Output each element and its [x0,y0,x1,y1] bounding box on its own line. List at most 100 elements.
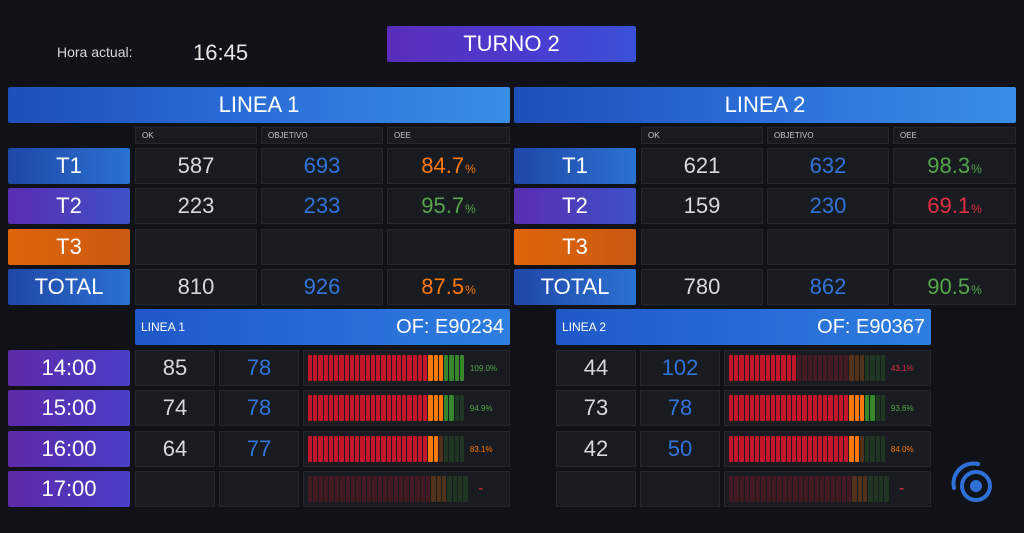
gauge-segment [760,355,765,381]
gauge-segment [370,436,376,462]
linea1-row-total-label: TOTAL [8,269,130,305]
gauge-segment [870,436,875,462]
gauge-segment [452,476,458,502]
gauge-segment [787,476,793,502]
gauge-segment [750,476,755,502]
gauge-segment [386,436,391,462]
hour-label: 17:00 [8,471,130,507]
gauge-segment [344,436,349,462]
gauge-segment [838,395,844,421]
oee-value: 90.5 [927,274,971,299]
linea1-row-t3-label: T3 [8,229,130,265]
gauge-segment [361,476,366,502]
gauge-segment [339,395,344,421]
gauge-segment [436,476,441,502]
hora-actual-label: Hora actual: [57,44,133,60]
gauge-segment [454,395,459,421]
gauge-segment [407,355,412,381]
gauge-segment [833,395,838,421]
oee-value: 69.1 [927,193,971,218]
gauge-segment [454,436,459,462]
gauge-segment [802,395,807,421]
gauge-segment [830,476,836,502]
gauge-segment [308,355,313,381]
gauge-segment [745,476,750,502]
gauge-segment [817,395,823,421]
turno-banner: TURNO 2 [387,26,636,62]
gauge-segment [388,476,393,502]
linea1-hour-objetivo: 78 [219,390,299,426]
gauge-segment [323,355,328,381]
gauge-segment [749,355,755,381]
gauge-segment [339,436,344,462]
linea1-t2-objetivo: 233 [261,188,383,224]
oee-gauge-value: - [478,480,484,497]
gauge-segment [849,355,854,381]
linea1-row-t1-label: T1 [8,148,130,184]
gauge-segment [802,436,807,462]
gauge-segment [417,436,423,462]
oee-value: 95.7 [421,193,465,218]
of-line-label: LINEA 2 [562,320,607,334]
hora-actual-value: 16:45 [193,40,249,65]
gauge-segment [739,476,745,502]
gauge-segment [433,436,438,462]
gauge-segment [334,476,340,502]
linea1-t2-ok: 223 [135,188,257,224]
linea1-row-t2-label: T2 [8,188,130,224]
gauge-segment [807,355,812,381]
gauge-segment [376,355,381,381]
gauge-segment [334,355,339,381]
gauge-segment [308,395,313,421]
gauge-segment [423,436,428,462]
gauge-segment [854,395,859,421]
gauge-segment [797,395,802,421]
gauge-segment [844,355,849,381]
gauge-segment [777,476,782,502]
gauge-segment [313,476,318,502]
linea1-hour-oee-gauge: 94.9% [303,390,510,426]
gauge-segment [734,436,739,462]
gauge-segment [791,355,797,381]
gauge-segment [417,355,423,381]
gauge-segment [360,436,365,462]
gauge-segment [841,476,846,502]
linea2-of-header: LINEA 2 OF: E90367 [556,309,931,345]
linea2-t2-ok: 159 [641,188,763,224]
gauge-segment [318,355,323,381]
gauge-segment [739,436,744,462]
gauge-segment [875,355,880,381]
hour-label: 14:00 [8,350,130,386]
gauge-segment [865,355,870,381]
gauge-segment [749,436,755,462]
gauge-segment [409,476,415,502]
gauge-segment [739,355,744,381]
gauge-segment [308,436,313,462]
gauge-segment [318,436,323,462]
gauge-segment [760,436,765,462]
of-code: OF: E90234 [396,315,504,338]
gauge-segment [786,395,791,421]
linea1-t3-oee [387,229,510,265]
linea2-hour-objetivo: 102 [640,350,720,386]
linea2-hour-ok: 73 [556,390,636,426]
gauge-segment [786,355,791,381]
linea1-hour-oee-gauge: 83.1% [303,431,510,467]
gauge-segment [802,355,807,381]
gauge-segment [729,436,734,462]
gauge-segment [404,476,409,502]
gauge-segment [823,395,828,421]
gauge-segment [760,395,765,421]
gauge-segment [407,395,412,421]
gauge-segment [444,395,449,421]
gauge-segment [729,395,734,421]
linea1-t1-ok: 587 [135,148,257,184]
oee-gauge-value: - [899,480,905,497]
linea1-t2-oee: 95.7% [387,188,510,224]
oee-unit: % [465,162,476,176]
gauge-segment [875,395,880,421]
gauge-segment [734,476,739,502]
gauge-segment [356,476,361,502]
gauge-segment [857,476,862,502]
linea1-header: LINEA 1 [8,87,510,123]
